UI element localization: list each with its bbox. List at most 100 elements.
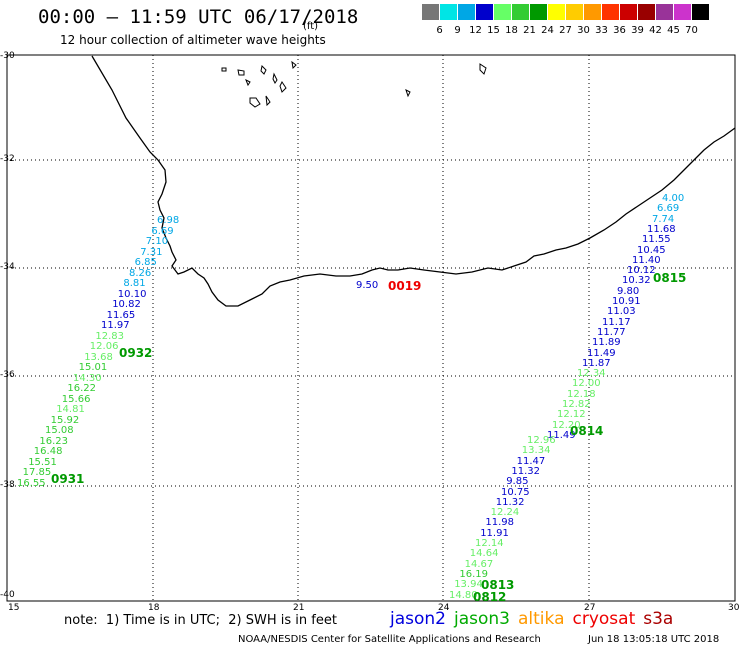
west-track-swh-value: 8.81 <box>123 278 146 289</box>
east-track-swh-value: 12.18 <box>567 388 596 400</box>
west-track-swh-value: 10.82 <box>112 299 141 310</box>
east-track-south-swh-value: 14.67 <box>464 558 494 570</box>
west-track-swh-value: 8.26 <box>129 267 152 279</box>
east-track-south-swh-value: 11.91 <box>480 527 509 539</box>
east-track-swh-value: 12.34 <box>577 368 606 380</box>
west-track-swh-value: 16.22 <box>67 383 97 394</box>
credit-line: NOAA/NESDIS Center for Satellite Applica… <box>238 634 541 645</box>
legend-swatch <box>656 4 673 20</box>
wave-height-legend: 6 9 12 15 18 21 24 27 30 33 36 39 42 45 70 <box>422 4 740 36</box>
east-track-pass-time: 0815 <box>653 271 687 285</box>
legend-swatch <box>494 4 511 20</box>
legend-swatch <box>602 4 619 20</box>
legend-unit: (ft) <box>303 21 319 32</box>
east-track-swh-value: 12.82 <box>562 399 591 410</box>
east-track-south-swh-value: 14.80 <box>449 589 478 601</box>
legend-swatch <box>458 4 475 20</box>
east-track-swh-value: 11.40 <box>632 254 661 266</box>
legend-swatch <box>620 4 637 20</box>
map-title: 00:00 — 11:59 UTC 06/17/2018 <box>38 6 359 28</box>
legend-swatch <box>584 4 601 20</box>
east-track-swh-value: 11.49 <box>587 347 616 359</box>
legend-label: 33 <box>595 25 608 36</box>
satellite-name: s3a <box>643 609 674 629</box>
legend-swatch <box>476 4 493 20</box>
satellite-name: jason3 <box>454 609 510 629</box>
west-track-pass-time: 0932 <box>119 346 153 360</box>
legend-label: 30 <box>577 25 590 36</box>
mid-track-pass-time: 0019 <box>388 279 422 293</box>
west-track-swh-value: 16.23 <box>39 435 69 447</box>
east-track-swh-value: 7.74 <box>652 213 675 225</box>
longitude-label: 18 <box>148 603 160 613</box>
west-track-swh-value: 12.06 <box>89 341 119 352</box>
east-track-swh-value: 10.12 <box>627 265 656 277</box>
legend-label: 9 <box>454 25 461 36</box>
west-track-swh-value: 15.66 <box>61 393 91 405</box>
legend-swatch <box>566 4 583 20</box>
east-track-swh-value: 6.69 <box>657 203 680 215</box>
legend-label: 36 <box>613 25 626 36</box>
east-track-swh-value: 11.89 <box>592 337 621 349</box>
legend-label: 15 <box>487 25 500 36</box>
east-track-swh-value: 11.68 <box>647 223 676 235</box>
east-track-south-swh-value: 11.32 <box>495 496 525 508</box>
west-track-swh-value: 16.55 <box>17 477 46 489</box>
legend-swatch <box>548 4 565 20</box>
legend-label: 39 <box>631 25 644 36</box>
map-subtitle: 12 hour collection of altimeter wave hei… <box>60 33 326 47</box>
west-track-swh-value: 6.98 <box>157 215 180 226</box>
west-track-swh-value: 14.30 <box>73 372 102 384</box>
west-track-swh-value: 11.65 <box>106 309 136 321</box>
latitude-label: -38 <box>0 480 15 490</box>
east-track-south-swh-value: 16.19 <box>459 568 489 580</box>
west-track-swh-value: 13.68 <box>84 351 113 363</box>
longitude-label: 27 <box>584 603 596 613</box>
west-track-swh-value: 10.10 <box>117 288 147 300</box>
east-track-swh-value: 11.49 <box>547 429 576 441</box>
west-track-swh-value: 11.97 <box>101 320 130 331</box>
latitude-label: -30 <box>0 51 15 61</box>
east-track-south-swh-value: 10.75 <box>501 486 530 498</box>
map-frame <box>6 54 736 602</box>
satellite-name: cryosat <box>572 609 636 629</box>
legend-swatch <box>692 4 709 20</box>
legend-label: 70 <box>685 25 698 36</box>
west-track-swh-value: 15.01 <box>78 362 108 373</box>
east-track-swh-value: 11.77 <box>597 326 626 338</box>
generation-timestamp: Jun 18 13:05:18 UTC 2018 <box>588 634 720 645</box>
west-track-swh-value: 15.08 <box>45 425 74 436</box>
east-track-south-swh-value: 11.98 <box>485 517 515 529</box>
east-track-swh-value: 12.12 <box>557 409 586 421</box>
west-track-swh-value: 7.10 <box>145 236 169 247</box>
west-track-swh-value: 6.69 <box>151 225 174 237</box>
latitude-label: -40 <box>0 590 15 600</box>
west-track-swh-value: 16.48 <box>33 446 63 457</box>
coastline <box>91 55 736 307</box>
east-track-swh-value: 11.55 <box>642 234 671 246</box>
latitude-label: -34 <box>0 262 15 272</box>
east-track-south-swh-value: 14.64 <box>469 548 499 560</box>
legend-label: 12 <box>469 25 482 36</box>
west-track-swh-value: 14.81 <box>56 404 85 415</box>
east-track-swh-value: 10.45 <box>637 244 666 256</box>
west-track-swh-value: 12.83 <box>95 330 125 342</box>
footer-note: note: 1) Time is in UTC; 2) SWH is in fe… <box>64 613 337 628</box>
east-track-south-swh-value: 11.47 <box>516 455 546 467</box>
legend-swatch <box>422 4 439 20</box>
east-track-swh-value: 11.17 <box>602 316 631 328</box>
legend-label: 21 <box>523 25 536 36</box>
east-track-south-swh-value: 12.24 <box>490 507 520 519</box>
satellite-name: altika <box>518 609 565 629</box>
east-track-south-pass-time: 0813 <box>481 578 515 592</box>
legend-label: 42 <box>649 25 662 36</box>
satellite-name: jason2 <box>390 609 446 629</box>
east-track-pass-time: 0814 <box>570 424 604 438</box>
west-track-swh-value: 17.85 <box>22 467 52 478</box>
east-track-swh-value: 12.00 <box>572 378 601 390</box>
longitude-label: 24 <box>438 603 450 613</box>
east-track-south-swh-value: 12.96 <box>527 435 556 446</box>
east-track-swh-value: 11.87 <box>582 357 611 369</box>
longitude-label: 21 <box>293 603 305 613</box>
